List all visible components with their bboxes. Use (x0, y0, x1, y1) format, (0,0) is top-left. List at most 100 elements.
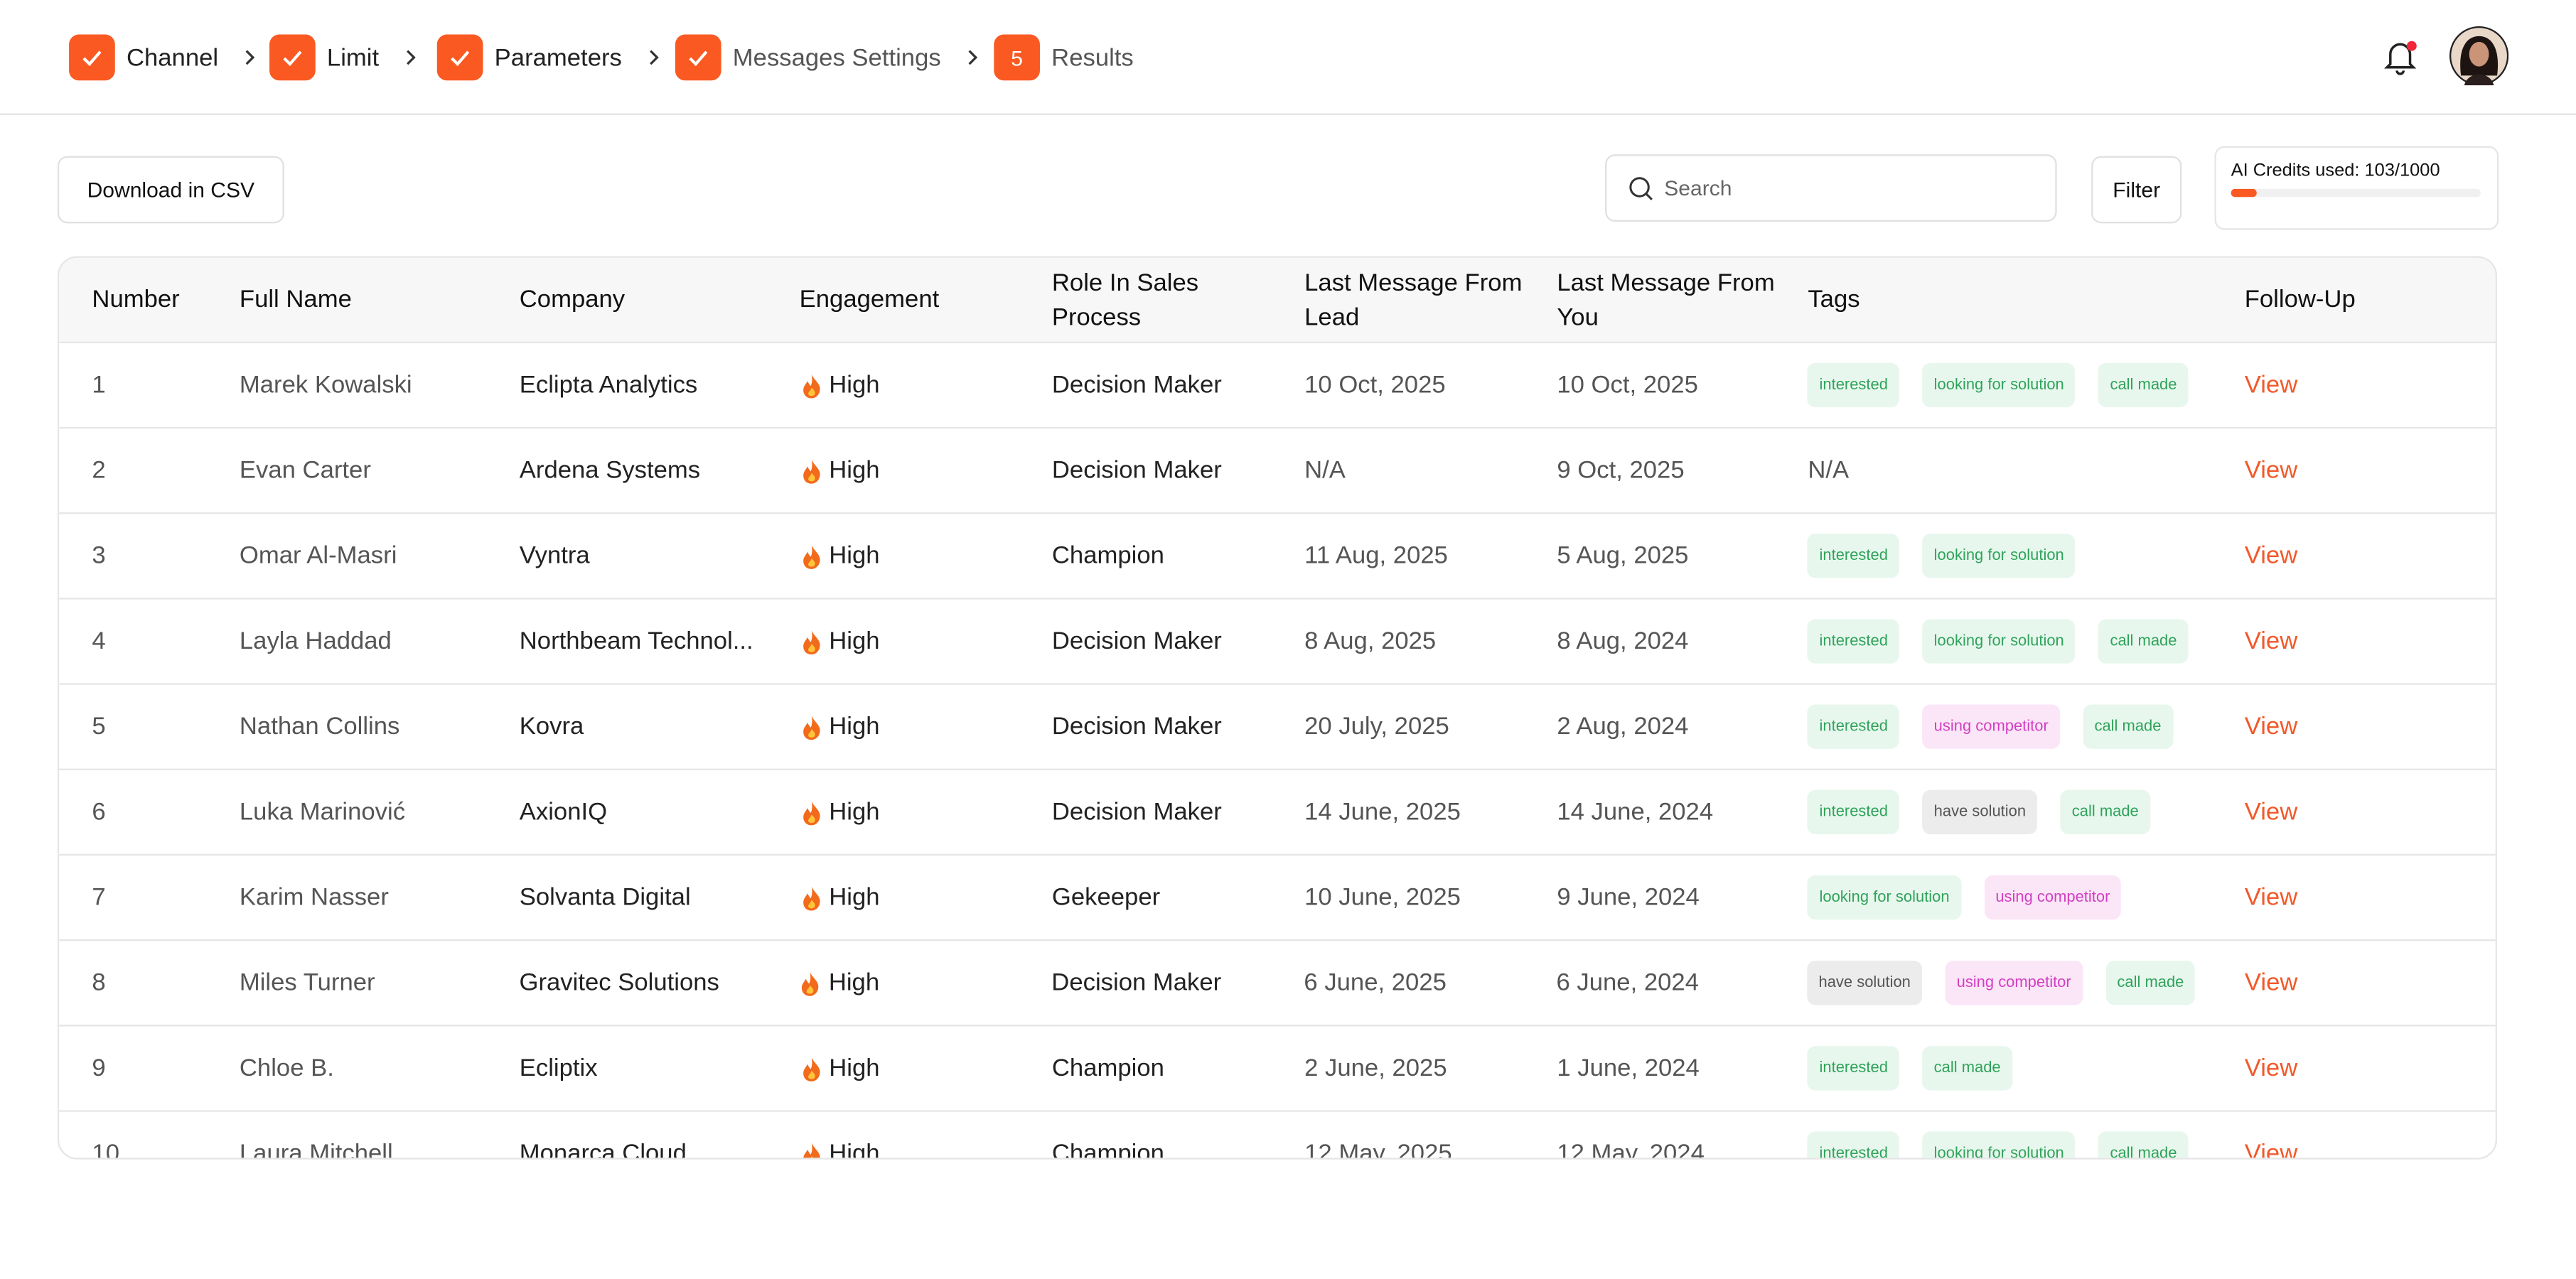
cell-action[interactable]: View (2244, 371, 2298, 399)
fire-icon (802, 971, 820, 995)
cell-action[interactable]: View (2244, 798, 2298, 826)
tag: using competitor (1945, 961, 2083, 1005)
bell-icon (2383, 43, 2417, 69)
engagement-level: High (829, 371, 880, 399)
tag: interested (1808, 704, 1900, 749)
step: Limit (269, 34, 419, 81)
engagement-level: High (829, 883, 880, 912)
cell-engagement: High (800, 880, 1052, 915)
cell-number: 8 (92, 968, 106, 997)
credits-label: AI Credits used: 103/1000 (2231, 161, 2440, 181)
cell-engagement: High (800, 453, 1052, 488)
cell-name: Chloe B. (239, 1054, 334, 1083)
cell-from-lead: 10 June, 2025 (1304, 883, 1461, 912)
credits-panel: AI Credits used: 103/1000 (2214, 146, 2499, 230)
engagement-level: High (828, 968, 880, 997)
cell-action[interactable]: View (2244, 968, 2298, 997)
download-csv-button[interactable]: Download in CSV (57, 156, 284, 224)
tag: call made (1922, 1046, 2012, 1091)
cell-company: Kovra (519, 713, 584, 741)
column-header: Last Message From You (1557, 268, 1775, 331)
fire-icon (803, 458, 820, 483)
cell-role: Decision Maker (1051, 371, 1222, 399)
cell-action[interactable]: View (2244, 1054, 2298, 1083)
step-chevron (645, 43, 661, 71)
cell-number: 10 (92, 1139, 119, 1160)
table-row: 3 Omar Al-Masri Vyntra High Champion 11 Aug, … (59, 514, 2496, 600)
column-header: Company (519, 286, 626, 314)
search-placeholder: Search (1664, 176, 1732, 200)
cell-role: Champion (1051, 541, 1164, 570)
cell-name: Miles Turner (239, 968, 375, 997)
tag: interested (1808, 1046, 1900, 1091)
check-icon (283, 50, 302, 67)
cell-action[interactable]: View (2244, 883, 2298, 912)
engagement-level: High (829, 541, 880, 570)
column-header: Engagement (799, 286, 940, 314)
step: Messages Settings (675, 34, 980, 81)
table-row: 9 Chloe B. Ecliptix High Champion 2 June, 202… (59, 1027, 2496, 1112)
column-header: Follow-Up (2244, 286, 2356, 314)
cell-number: 7 (92, 883, 106, 912)
cell-engagement: High (800, 368, 1052, 403)
cell-number: 2 (92, 456, 106, 485)
fire-icon (803, 630, 820, 654)
engagement-level: High (829, 713, 880, 741)
notifications-bell[interactable] (2379, 36, 2422, 79)
filter-button[interactable]: Filter (2091, 156, 2182, 224)
cell-tags: interested looking for solution (1808, 534, 2244, 578)
cell-tags: interested looking for solution call made (1808, 619, 2244, 664)
tag: looking for solution (1922, 362, 2076, 408)
cell-from-lead: 8 Aug, 2025 (1304, 627, 1437, 656)
step: Channel (69, 34, 258, 81)
cell-engagement: High (800, 539, 1052, 573)
cell-engagement: High (800, 624, 1052, 659)
fire-icon (803, 544, 820, 568)
table-row: 1 Marek Kowalski Eclipta Analytics High Deci… (59, 343, 2496, 429)
cell-action[interactable]: View (2244, 627, 2298, 656)
table-row: 2 Evan Carter Ardena Systems High Decision M… (59, 428, 2496, 514)
fire-icon (803, 1057, 820, 1081)
tag: interested (1808, 789, 1900, 835)
table-row: 10 Laura Mitchell Monarca Cloud High Champio… (59, 1112, 2496, 1160)
cell-tags: interested looking for solution call made (1808, 362, 2244, 408)
tag: call made (2060, 789, 2150, 835)
column-header: Role In Sales Process (1051, 268, 1199, 331)
cell-tags: N/A (1808, 456, 1850, 485)
tag: call made (2098, 1131, 2189, 1158)
step-badge: 5 (994, 34, 1040, 81)
check-icon (689, 50, 708, 67)
cell-role: Champion (1051, 1139, 1164, 1160)
cell-from-lead: 10 Oct, 2025 (1304, 371, 1446, 399)
credits-bar (2231, 188, 2481, 198)
step-label: Parameters (494, 43, 622, 72)
cell-engagement: High (799, 966, 1051, 1000)
leads-table: Number Full Name Company Engagement Role In … (57, 256, 2498, 1160)
cell-action[interactable]: View (2244, 713, 2298, 741)
search-icon (1629, 176, 1653, 200)
engagement-level: High (829, 456, 880, 485)
cell-tags: interested using competitor call made (1808, 704, 2244, 749)
user-avatar[interactable] (2449, 26, 2509, 86)
notification-dot (2406, 41, 2417, 51)
cell-action[interactable]: View (2244, 541, 2298, 570)
cell-engagement: High (800, 1136, 1052, 1160)
credits-track (2231, 188, 2481, 198)
cell-role: Decision Maker (1051, 968, 1222, 997)
cell-action[interactable]: View (2244, 456, 2298, 485)
cell-from-lead: 11 Aug, 2025 (1304, 541, 1448, 570)
cell-from-you: 8 Aug, 2024 (1557, 627, 1689, 656)
step-label: Limit (326, 43, 380, 72)
table-row: 8 Miles Turner Gravitec Solutions High Decis… (59, 941, 2496, 1027)
search-input[interactable]: Search (1605, 154, 2057, 222)
fire-icon (803, 715, 820, 740)
engagement-level: High (829, 1139, 880, 1160)
tag: looking for solution (1922, 1131, 2076, 1158)
cell-action[interactable]: View (2244, 1139, 2298, 1160)
step: 5 Results (994, 34, 1134, 81)
tag: call made (2098, 619, 2189, 664)
engagement-level: High (829, 627, 880, 656)
step-label: Messages Settings (732, 43, 941, 72)
cell-from-you: 2 Aug, 2024 (1557, 713, 1689, 741)
